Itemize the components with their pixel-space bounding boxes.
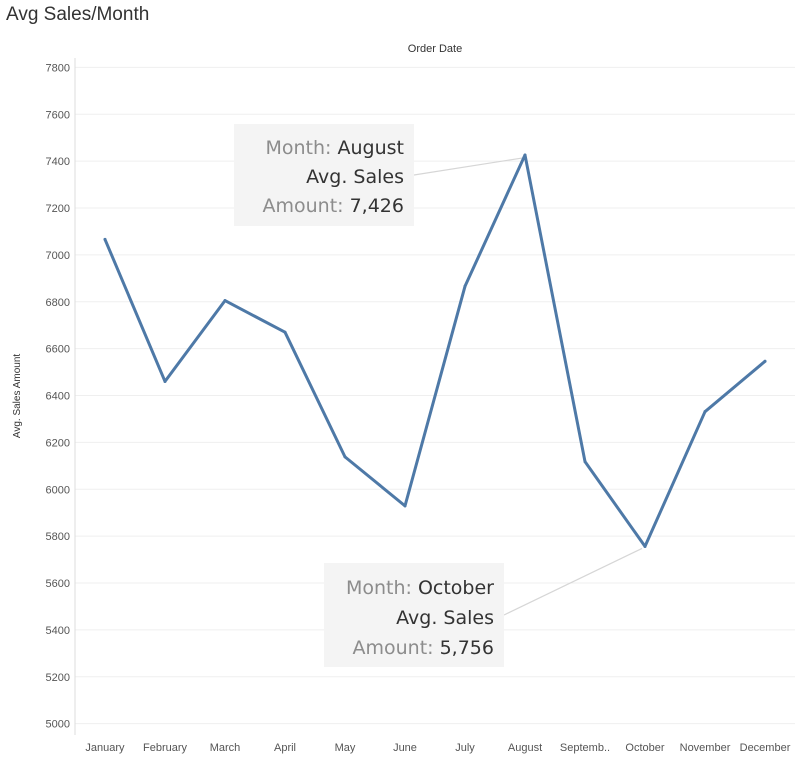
data-point[interactable]: [163, 379, 167, 383]
annotation-line: Month: October: [346, 577, 494, 599]
x-tick-label: Septemb..: [560, 742, 610, 754]
chart-title: Avg Sales/Month: [6, 4, 150, 25]
y-axis-ticks: 5000 5200 5400 5600 5800 6000 6200 6400 6600 6800…: [46, 62, 70, 730]
annotation-line: Avg. Sales: [306, 166, 404, 188]
x-tick-label: April: [274, 742, 296, 754]
y-tick-label: 5400: [46, 625, 70, 637]
data-point[interactable]: [763, 359, 767, 363]
x-tick-label: December: [740, 742, 791, 754]
data-point[interactable]: [643, 544, 647, 548]
x-tick-label: February: [143, 742, 188, 754]
y-tick-label: 6400: [46, 391, 70, 403]
y-tick-label: 5200: [46, 672, 70, 684]
data-point[interactable]: [223, 299, 227, 303]
x-axis-header: Order Date: [408, 43, 462, 55]
data-point[interactable]: [283, 330, 287, 334]
x-tick-label: August: [508, 742, 542, 754]
y-tick-label: 7000: [46, 250, 70, 262]
annotation-leader: [503, 547, 643, 616]
annotation-line: Amount: 5,756: [352, 637, 494, 659]
y-tick-label: 6000: [46, 484, 70, 496]
x-tick-label: July: [455, 742, 475, 754]
annotation-1: Month: August Avg. Sales Amount: 7,426: [234, 124, 414, 226]
y-tick-label: 6800: [46, 297, 70, 309]
y-tick-label: 7200: [46, 203, 70, 215]
annotation-box: [324, 563, 504, 667]
annotation-line: Avg. Sales: [396, 607, 494, 629]
annotation-leaders: [413, 157, 643, 616]
y-tick-label: 5000: [46, 719, 70, 731]
x-axis-ticks: January February March April May June July Augu…: [85, 742, 790, 754]
y-tick-label: 5600: [46, 578, 70, 590]
data-point[interactable]: [703, 410, 707, 414]
x-tick-label: November: [680, 742, 731, 754]
data-point[interactable]: [583, 460, 587, 464]
data-point[interactable]: [403, 504, 407, 508]
annotation-2: Month: October Avg. Sales Amount: 5,756: [324, 563, 504, 667]
series-group: [103, 153, 767, 548]
x-tick-label: October: [625, 742, 664, 754]
y-axis-label: Avg. Sales Amount: [12, 354, 23, 439]
y-tick-label: 7600: [46, 109, 70, 121]
annotation-line: Month: August: [266, 137, 405, 159]
x-tick-label: January: [85, 742, 125, 754]
annotation-box: [234, 124, 414, 226]
x-tick-label: June: [393, 742, 417, 754]
annotation-line: Amount: 7,426: [262, 195, 404, 217]
x-tick-label: May: [335, 742, 356, 754]
x-tick-label: March: [210, 742, 241, 754]
data-point[interactable]: [103, 237, 107, 241]
y-tick-label: 7800: [46, 62, 70, 74]
annotation-leader: [413, 157, 523, 176]
data-point[interactable]: [343, 455, 347, 459]
series-line: [103, 153, 767, 548]
y-tick-label: 7400: [46, 156, 70, 168]
data-point[interactable]: [463, 284, 467, 288]
data-point[interactable]: [523, 153, 527, 157]
y-tick-label: 5800: [46, 531, 70, 543]
y-tick-label: 6200: [46, 437, 70, 449]
y-tick-label: 6600: [46, 344, 70, 356]
